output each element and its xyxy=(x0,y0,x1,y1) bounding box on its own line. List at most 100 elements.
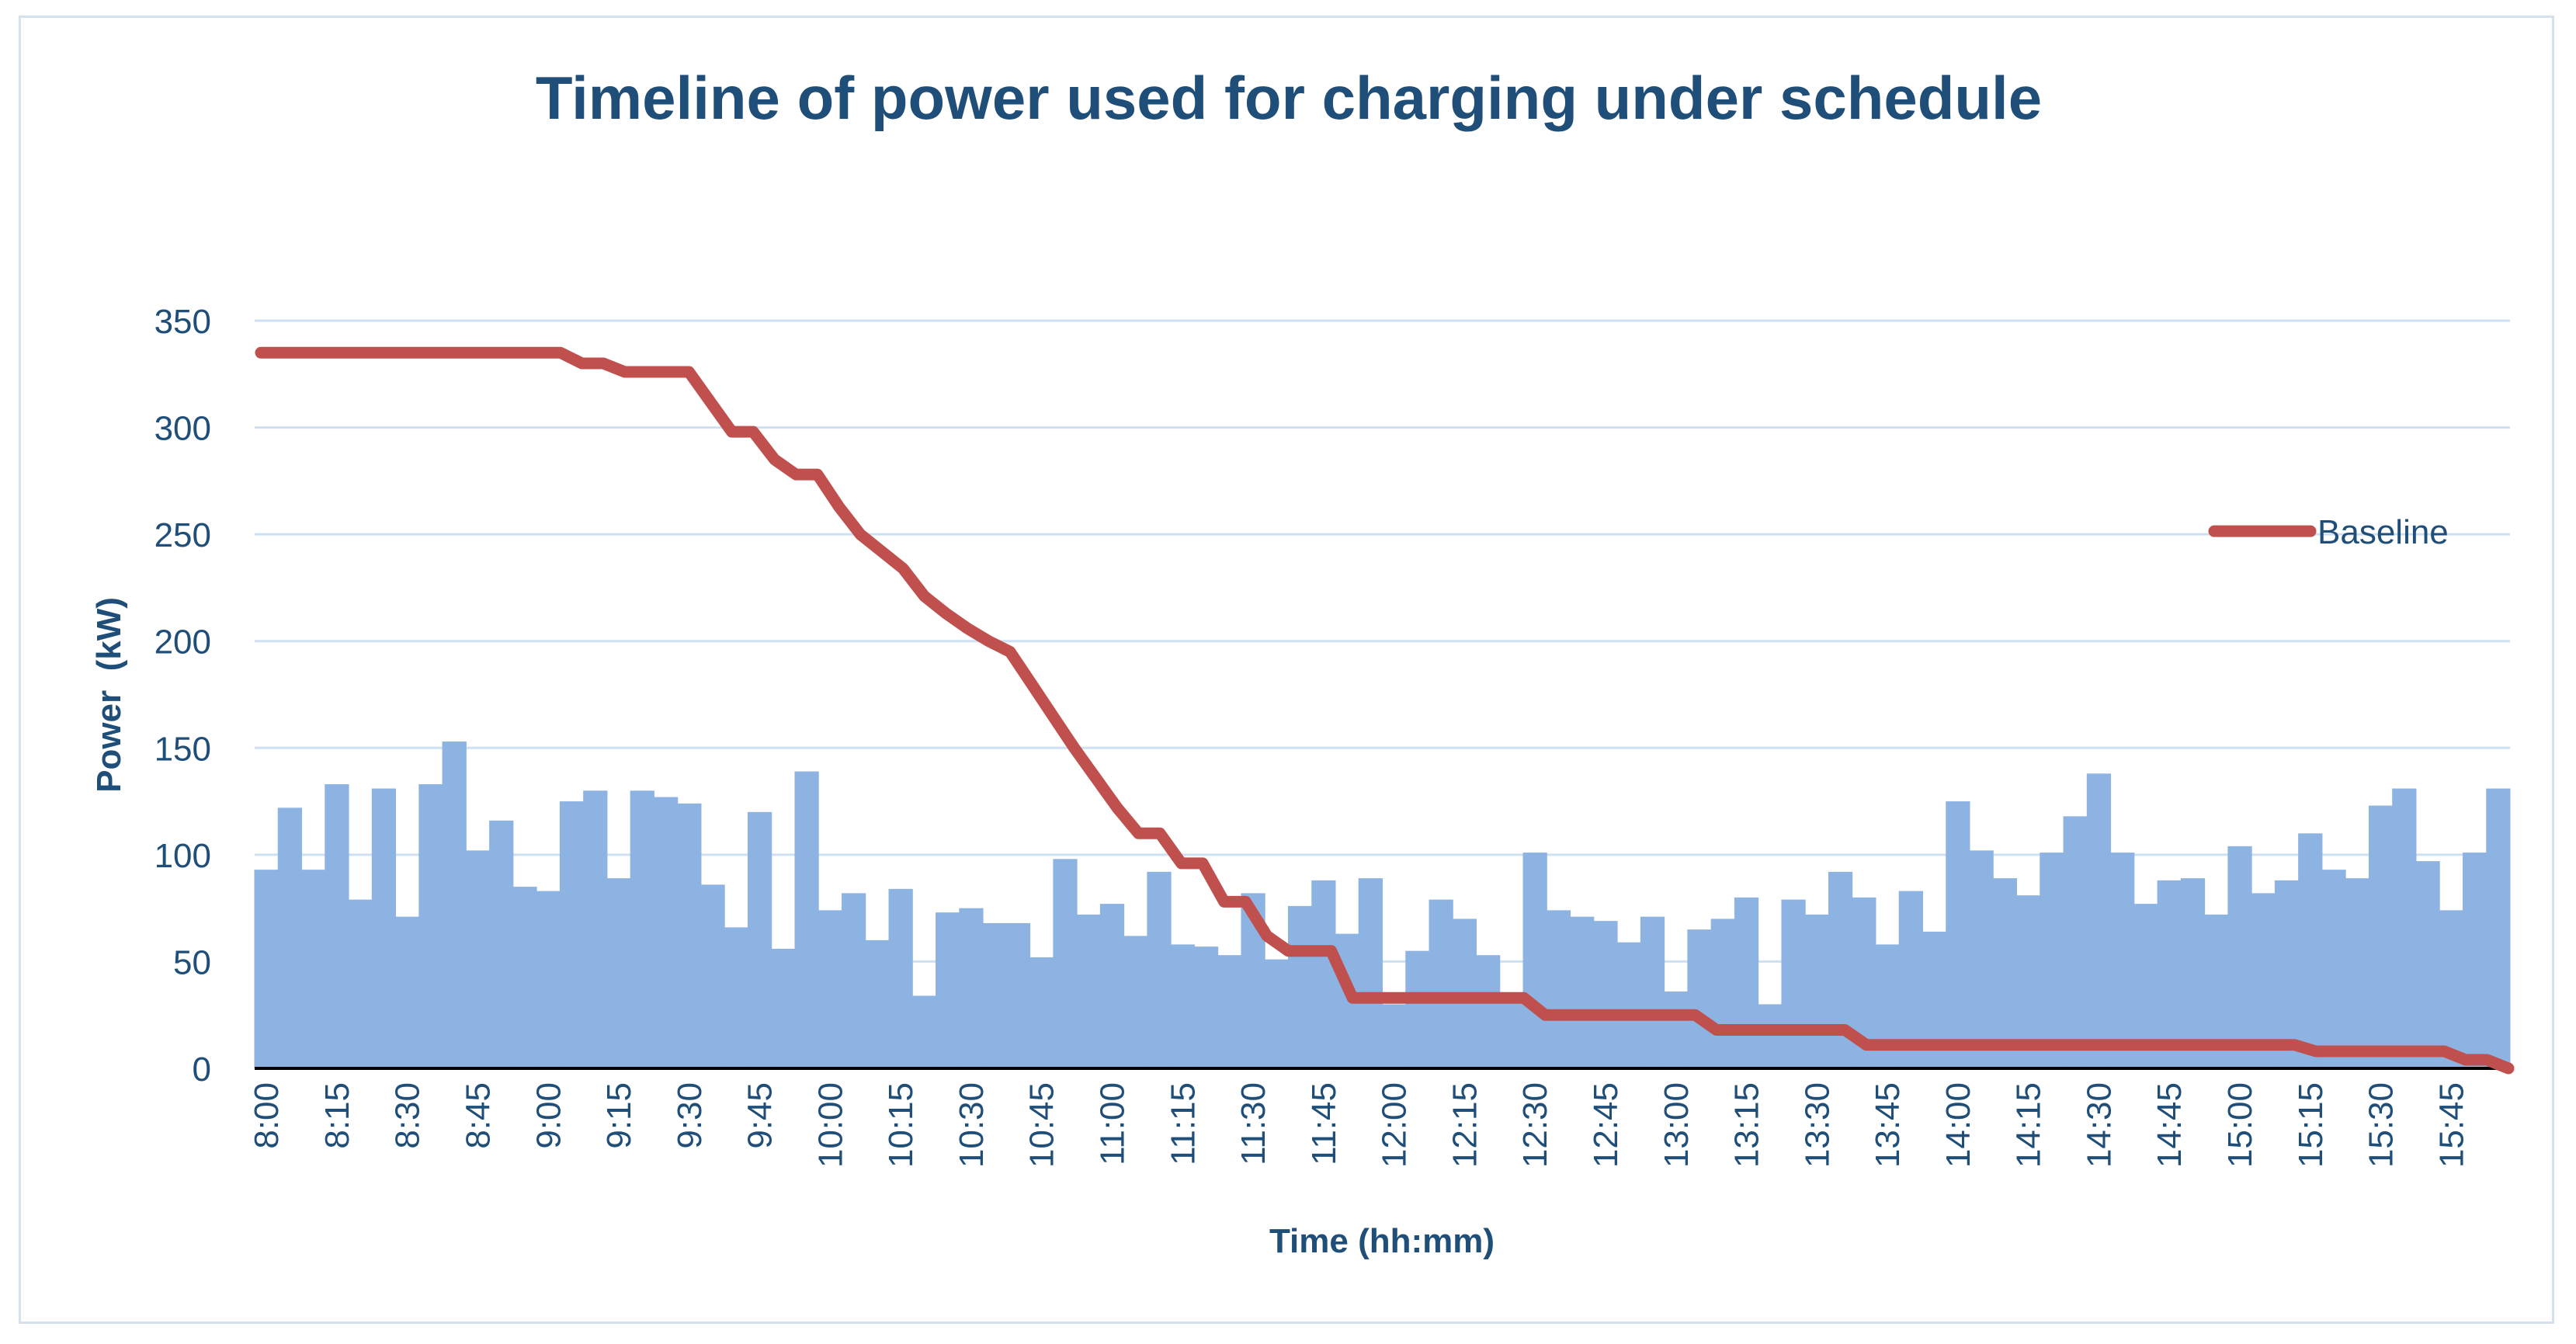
bar xyxy=(2086,773,2112,1068)
bar xyxy=(1287,905,1313,1068)
bar xyxy=(1358,878,1383,1068)
bar xyxy=(2298,833,2323,1068)
x-tick-label: 10:15 xyxy=(882,1082,920,1168)
bar xyxy=(630,790,654,1068)
bar xyxy=(1804,914,1829,1068)
x-tick-label: 9:15 xyxy=(600,1082,638,1149)
bar xyxy=(2274,880,2300,1068)
bar xyxy=(325,784,349,1068)
bar xyxy=(911,995,937,1068)
x-tick-label: 11:00 xyxy=(1094,1082,1132,1165)
y-tick-label: 100 xyxy=(154,837,211,875)
bar xyxy=(724,927,748,1068)
x-tick-label: 14:45 xyxy=(2151,1082,2189,1168)
bar xyxy=(465,850,491,1068)
bar xyxy=(1005,922,1031,1068)
bar xyxy=(1123,936,1148,1068)
bar xyxy=(794,771,819,1068)
x-tick-label: 14:30 xyxy=(2080,1082,2118,1168)
bar xyxy=(559,801,585,1068)
bar xyxy=(1099,904,1125,1068)
bar xyxy=(771,948,796,1068)
bar xyxy=(395,916,420,1068)
bar xyxy=(254,870,279,1068)
x-tick-label: 12:15 xyxy=(1446,1082,1484,1168)
x-tick-label: 14:00 xyxy=(1939,1082,1977,1168)
bar xyxy=(1029,957,1054,1068)
bar xyxy=(1546,910,1571,1068)
bar xyxy=(1969,850,1994,1068)
x-tick-label: 8:30 xyxy=(389,1082,427,1149)
x-tick-label: 15:15 xyxy=(2292,1082,2330,1168)
bar xyxy=(1616,942,1641,1068)
bar xyxy=(2180,878,2206,1068)
bar xyxy=(982,922,1007,1068)
bar xyxy=(1217,955,1242,1068)
bar xyxy=(1640,916,1665,1068)
x-tick-label: 12:00 xyxy=(1376,1082,1414,1168)
bar xyxy=(301,870,326,1068)
bar xyxy=(606,878,631,1068)
bar xyxy=(2368,805,2394,1068)
bar xyxy=(2486,788,2511,1068)
bar xyxy=(1382,1004,1407,1068)
x-tick-label: 9:00 xyxy=(529,1082,568,1149)
bar xyxy=(1476,955,1501,1068)
bar-series xyxy=(254,741,2511,1068)
bar xyxy=(1946,801,1970,1068)
bar xyxy=(677,803,702,1068)
bar xyxy=(1992,878,2018,1068)
bar xyxy=(2415,861,2440,1068)
bar xyxy=(2110,853,2135,1068)
x-tick-label: 10:30 xyxy=(953,1082,991,1168)
bar xyxy=(888,888,913,1068)
x-tick-label: 12:30 xyxy=(1516,1082,1554,1168)
x-tick-label: 15:45 xyxy=(2432,1082,2470,1168)
y-tick-label: 350 xyxy=(154,303,211,341)
x-tick-label: 15:00 xyxy=(2221,1082,2259,1168)
bar xyxy=(583,790,608,1068)
x-tick-label: 11:30 xyxy=(1234,1082,1272,1165)
bar xyxy=(512,887,537,1068)
bar xyxy=(842,893,866,1068)
x-tick-label: 9:30 xyxy=(671,1082,709,1149)
bar xyxy=(442,741,467,1068)
bar xyxy=(1076,914,1101,1068)
bar xyxy=(936,912,960,1068)
y-axis-label: Power (kW) xyxy=(90,597,128,793)
bar xyxy=(1593,921,1618,1068)
bar xyxy=(747,811,772,1068)
bar xyxy=(1499,999,1524,1068)
x-tick-label: 10:00 xyxy=(811,1082,849,1168)
x-axis-label: Time (hh:mm) xyxy=(1269,1222,1495,1260)
y-axis: 0 50 100 150 200 250 300 350 xyxy=(154,303,211,1089)
bar xyxy=(2392,788,2417,1068)
bar xyxy=(489,820,514,1068)
y-tick-label: 250 xyxy=(154,516,211,554)
bar xyxy=(2040,853,2064,1068)
bar xyxy=(2063,816,2088,1068)
bar xyxy=(1193,946,1219,1068)
chart-title: Timeline of power used for charging unde… xyxy=(536,64,2042,132)
bar xyxy=(371,788,397,1068)
y-tick-label: 200 xyxy=(154,623,211,662)
bar xyxy=(348,899,373,1068)
bar xyxy=(1264,959,1289,1068)
chart-frame xyxy=(19,16,2554,1324)
x-tick-label: 9:45 xyxy=(741,1082,779,1149)
y-tick-label: 0 xyxy=(193,1051,211,1089)
bar xyxy=(1147,871,1172,1068)
bar xyxy=(2345,878,2369,1068)
bar xyxy=(2157,880,2182,1068)
bar xyxy=(1758,1004,1783,1068)
bar xyxy=(2439,910,2463,1068)
x-tick-label: 10:45 xyxy=(1023,1082,1061,1168)
line-series xyxy=(255,346,2515,1075)
bar xyxy=(1405,950,1430,1068)
bar xyxy=(2462,853,2487,1068)
x-tick-label: 13:45 xyxy=(1869,1082,1907,1168)
bar xyxy=(1053,859,1078,1068)
legend: Baseline xyxy=(2208,513,2449,551)
bar xyxy=(1429,899,1453,1068)
